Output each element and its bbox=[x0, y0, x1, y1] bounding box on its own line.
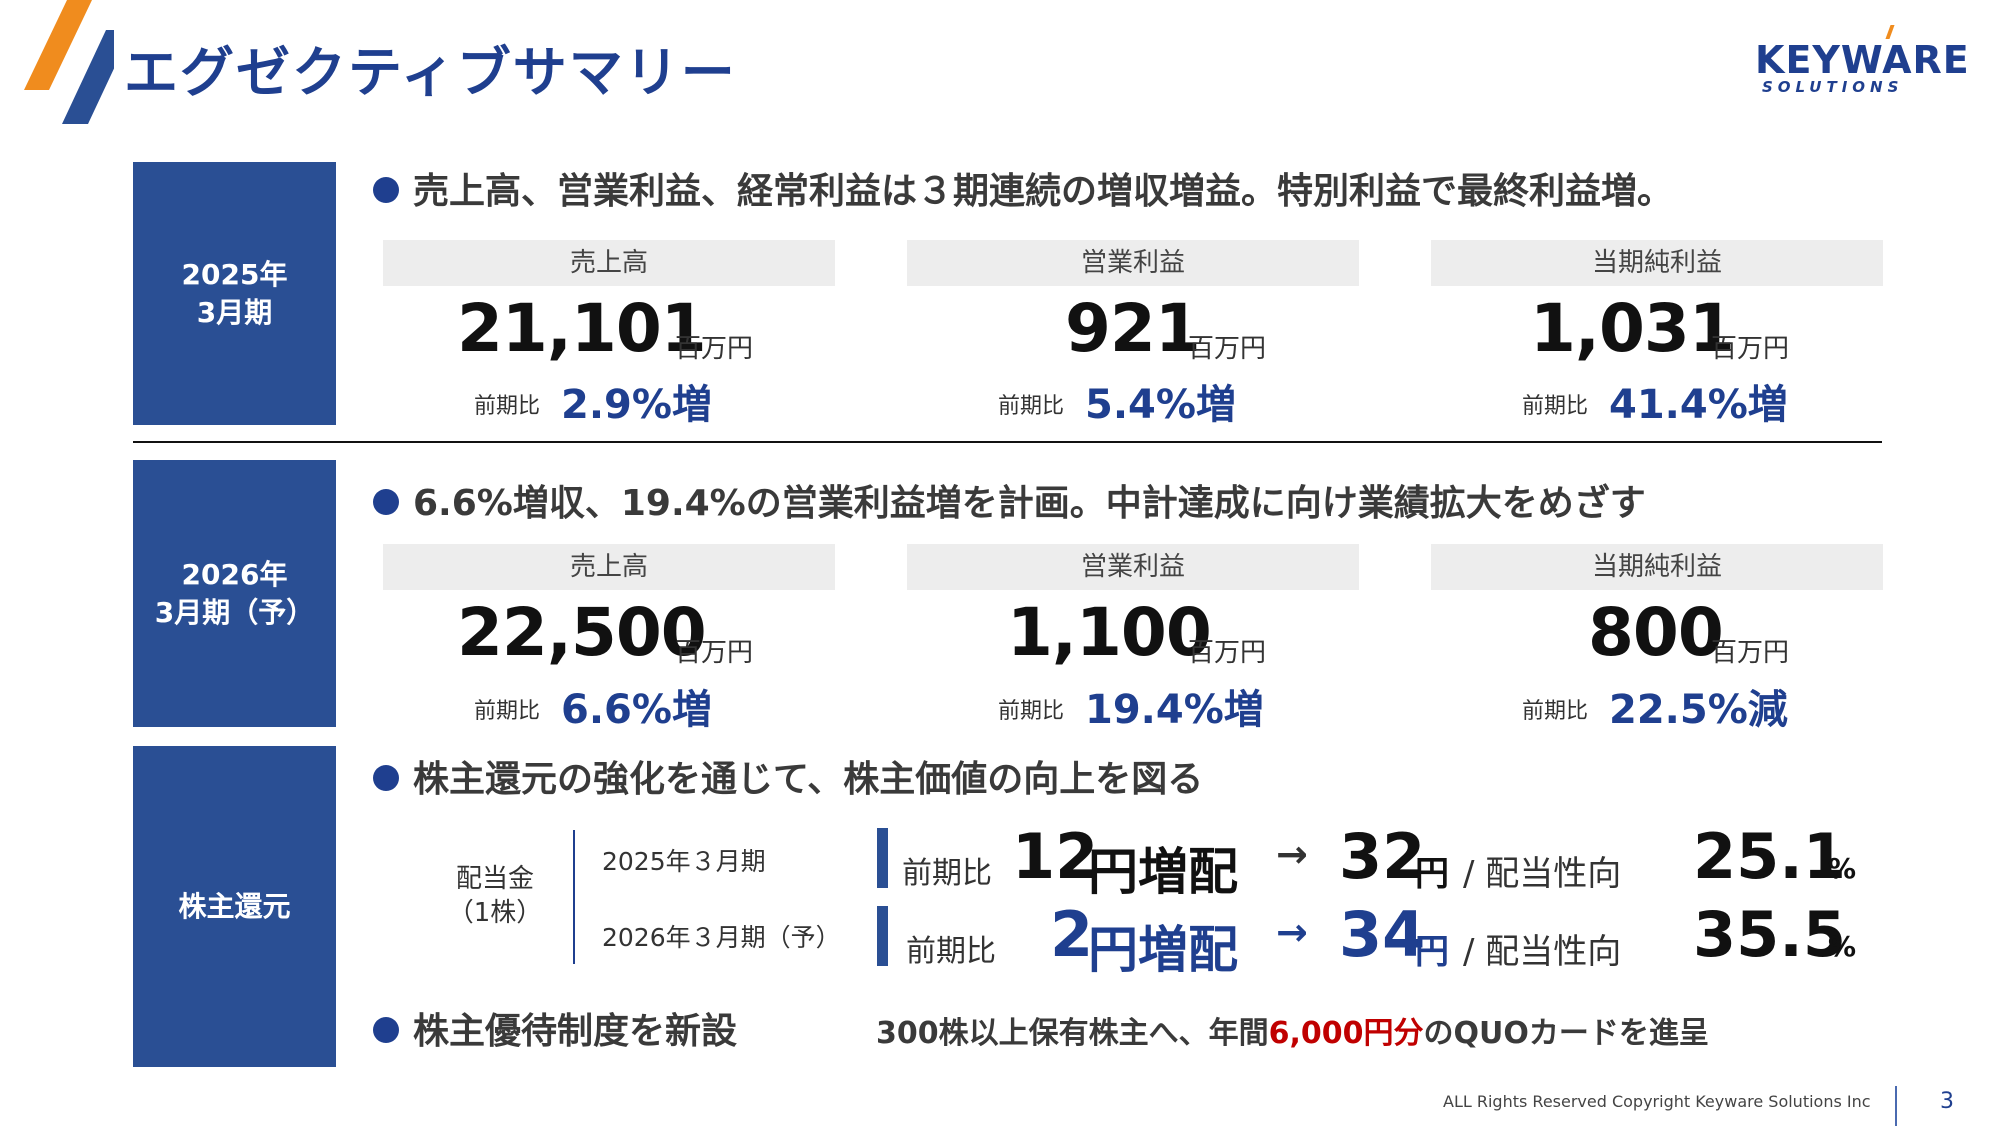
s2-metric1-unit: 百万円 bbox=[675, 638, 754, 668]
dividend-bracket-line bbox=[573, 830, 575, 964]
div-row2-div-unit: 円 bbox=[1415, 932, 1449, 972]
div-row1-inc-unit: 円増配 bbox=[1088, 843, 1238, 901]
s1-metric1-comp: 前期比 bbox=[474, 394, 541, 419]
div-row1-payout-label: / 配当性向 bbox=[1463, 854, 1622, 894]
bullet-dot-icon bbox=[373, 177, 399, 203]
logo-sub: SOLUTIONS bbox=[1762, 78, 1904, 96]
s1-metric3-head: 当期純利益 bbox=[1431, 240, 1883, 286]
s2-metric3-pct: 22.5%減 bbox=[1609, 687, 1788, 733]
footer-copyright: ALL Rights Reserved Copyright Keyware So… bbox=[1443, 1092, 1871, 1111]
s2-metric1-head: 売上高 bbox=[383, 544, 835, 590]
s1-metric3-pct: 41.4%増 bbox=[1609, 382, 1788, 428]
s2-metric3-value: 800 bbox=[1588, 594, 1724, 671]
section-divider bbox=[133, 441, 1882, 443]
section2-label: 2026年 3月期（予） bbox=[133, 460, 336, 727]
benefit-text: 300株以上保有株主へ、年間6,000円分のQUOカードを進呈 bbox=[876, 1008, 1709, 1052]
logo-tick-icon bbox=[1885, 25, 1895, 39]
s2-metric3-head: 当期純利益 bbox=[1431, 544, 1883, 590]
s1-metric1-value: 21,101 bbox=[457, 290, 707, 367]
s2-metric3-unit: 百万円 bbox=[1711, 638, 1790, 668]
section2-bullet: 6.6%増収、19.4%の営業利益増を計画。中計達成に向け業績拡大をめざす bbox=[373, 474, 1646, 526]
logo-main: KEYWARE bbox=[1755, 38, 1970, 82]
div-row1-div-num: 32 bbox=[1339, 820, 1426, 893]
div-row2-inc-num: 2 bbox=[1050, 898, 1094, 971]
section3-bullet: 株主還元の強化を通じて、株主価値の向上を図る bbox=[373, 750, 1203, 802]
corner-decoration-icon bbox=[24, 0, 114, 124]
s1-metric3-unit: 百万円 bbox=[1711, 334, 1790, 364]
div-row2-bar bbox=[877, 906, 888, 966]
s1-metric1-unit: 百万円 bbox=[675, 334, 754, 364]
div-row2-payout-num: 35.5 bbox=[1693, 898, 1846, 971]
s2-metric2-value: 1,100 bbox=[1007, 594, 1212, 671]
s2-metric2-pct: 19.4%増 bbox=[1085, 687, 1264, 733]
div-row1-payout-num: 25.1 bbox=[1693, 820, 1846, 893]
div-row2-inc-unit: 円増配 bbox=[1088, 921, 1238, 979]
section3-bullet2: 株主優待制度を新設 bbox=[373, 1002, 737, 1054]
div-row2-payout-unit: % bbox=[1828, 930, 1857, 963]
div-row2-div-num: 34 bbox=[1339, 898, 1426, 971]
s2-metric1-value: 22,500 bbox=[457, 594, 707, 671]
bullet-dot-icon bbox=[373, 1017, 399, 1043]
bullet-dot-icon bbox=[373, 489, 399, 515]
page-title: エグゼクティブサマリー bbox=[124, 41, 737, 104]
s1-metric1-pct: 2.9%増 bbox=[561, 382, 712, 428]
s1-metric3-comp: 前期比 bbox=[1522, 394, 1589, 419]
div-row1-comp: 前期比 bbox=[902, 856, 992, 891]
s2-metric2-head: 営業利益 bbox=[907, 544, 1359, 590]
s1-metric2-comp: 前期比 bbox=[998, 394, 1065, 419]
s1-metric3-value: 1,031 bbox=[1530, 290, 1735, 367]
div-row1-inc-num: 12 bbox=[1012, 820, 1099, 893]
arrow-icon: → bbox=[1276, 832, 1308, 876]
s2-metric2-comp: 前期比 bbox=[998, 699, 1065, 724]
s2-metric1-comp: 前期比 bbox=[474, 699, 541, 724]
section1-label: 2025年 3月期 bbox=[133, 162, 336, 425]
s1-metric1-head: 売上高 bbox=[383, 240, 835, 286]
benefit-post: のQUOカードを進呈 bbox=[1423, 1016, 1709, 1051]
div-row2-payout-label: / 配当性向 bbox=[1463, 932, 1622, 972]
div-row2-period: 2026年３月期（予） bbox=[602, 923, 841, 952]
s1-metric2-value: 921 bbox=[1065, 290, 1201, 367]
s2-metric1-pct: 6.6%増 bbox=[561, 687, 712, 733]
section1-bullet: 売上高、営業利益、経常利益は３期連続の増収増益。特別利益で最終利益増。 bbox=[373, 162, 1673, 214]
page-number: 3 bbox=[1940, 1089, 1954, 1114]
s2-metric2-unit: 百万円 bbox=[1188, 638, 1267, 668]
s1-metric2-head: 営業利益 bbox=[907, 240, 1359, 286]
div-row2-comp: 前期比 bbox=[906, 934, 996, 969]
footer-divider bbox=[1895, 1086, 1897, 1126]
benefit-pre: 300株以上保有株主へ、年間 bbox=[876, 1016, 1269, 1051]
s1-metric2-unit: 百万円 bbox=[1188, 334, 1267, 364]
bullet-dot-icon bbox=[373, 765, 399, 791]
s2-metric3-comp: 前期比 bbox=[1522, 699, 1589, 724]
benefit-highlight: 6,000円分 bbox=[1268, 1016, 1424, 1051]
div-row1-bar bbox=[877, 828, 888, 888]
div-row1-period: 2025年３月期 bbox=[602, 847, 766, 876]
arrow-icon: → bbox=[1276, 910, 1308, 954]
div-row1-payout-unit: % bbox=[1828, 852, 1857, 885]
s1-metric2-pct: 5.4%増 bbox=[1085, 382, 1236, 428]
dividend-label: 配当金 （1株） bbox=[447, 864, 543, 928]
div-row1-div-unit: 円 bbox=[1415, 854, 1449, 894]
section3-label: 株主還元 bbox=[133, 746, 336, 1067]
